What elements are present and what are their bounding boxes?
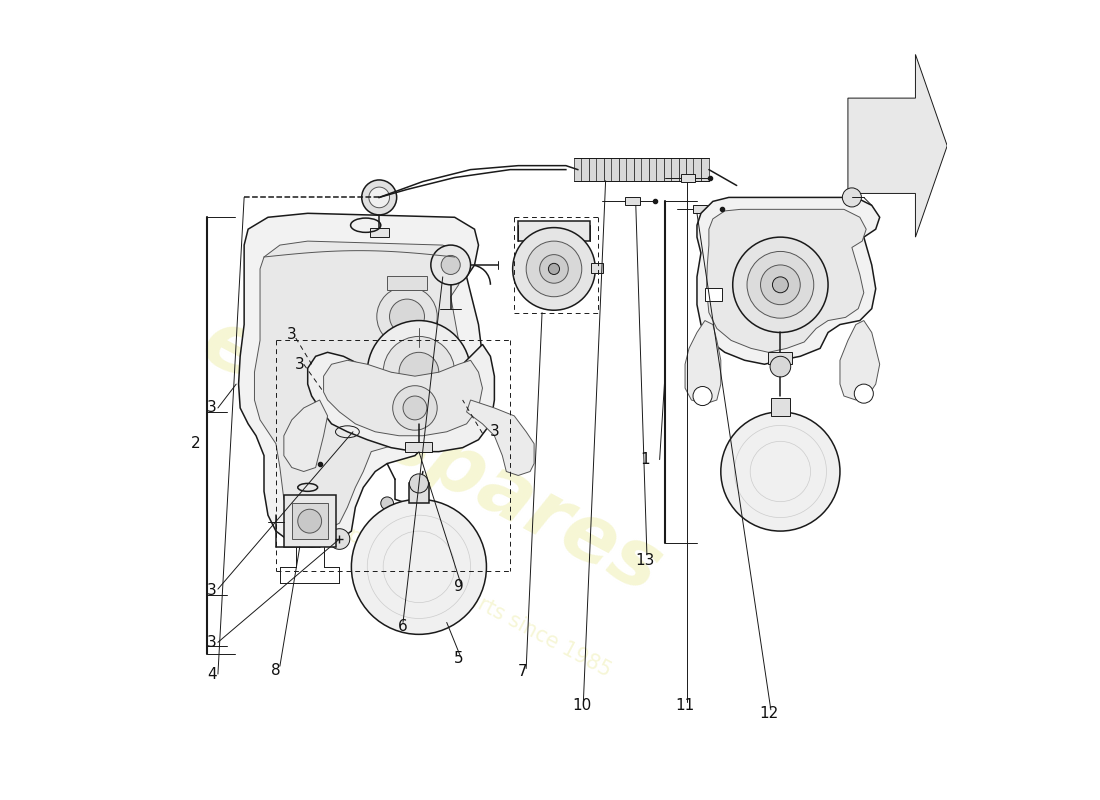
Circle shape — [772, 277, 789, 293]
Text: 11: 11 — [675, 698, 695, 714]
Text: 3: 3 — [287, 327, 297, 342]
Text: 3: 3 — [207, 635, 217, 650]
FancyBboxPatch shape — [701, 158, 708, 181]
Circle shape — [843, 188, 861, 207]
Polygon shape — [840, 321, 880, 400]
Circle shape — [855, 384, 873, 403]
Text: 5: 5 — [454, 650, 463, 666]
Text: eurospares: eurospares — [188, 302, 674, 610]
FancyBboxPatch shape — [681, 174, 695, 182]
Polygon shape — [323, 360, 483, 436]
Polygon shape — [697, 198, 880, 364]
Polygon shape — [308, 344, 494, 452]
Polygon shape — [239, 214, 483, 547]
FancyBboxPatch shape — [370, 228, 388, 237]
FancyBboxPatch shape — [588, 158, 596, 181]
Circle shape — [329, 529, 350, 550]
Text: 4: 4 — [207, 666, 217, 682]
FancyBboxPatch shape — [705, 288, 723, 301]
FancyBboxPatch shape — [634, 158, 641, 181]
Circle shape — [549, 263, 560, 274]
Circle shape — [770, 356, 791, 377]
Circle shape — [693, 386, 712, 406]
Text: 2: 2 — [191, 436, 200, 451]
FancyBboxPatch shape — [574, 158, 582, 181]
FancyBboxPatch shape — [656, 158, 664, 181]
FancyBboxPatch shape — [626, 158, 634, 181]
Circle shape — [351, 499, 486, 634]
Circle shape — [747, 251, 814, 318]
Circle shape — [367, 321, 471, 424]
FancyBboxPatch shape — [292, 503, 328, 539]
Circle shape — [733, 237, 828, 333]
Text: 3: 3 — [207, 401, 217, 415]
Text: 1: 1 — [640, 452, 650, 467]
Circle shape — [513, 228, 595, 310]
Text: 10: 10 — [572, 698, 592, 714]
Polygon shape — [685, 321, 720, 404]
FancyBboxPatch shape — [693, 158, 702, 181]
Text: 3: 3 — [490, 424, 499, 439]
FancyBboxPatch shape — [686, 158, 694, 181]
FancyBboxPatch shape — [618, 158, 627, 181]
FancyBboxPatch shape — [596, 158, 604, 181]
FancyBboxPatch shape — [641, 158, 649, 181]
Text: 6: 6 — [398, 619, 408, 634]
Circle shape — [362, 180, 397, 215]
Circle shape — [526, 241, 582, 297]
Polygon shape — [284, 400, 328, 471]
Circle shape — [760, 265, 801, 305]
FancyBboxPatch shape — [679, 158, 686, 181]
FancyBboxPatch shape — [406, 442, 432, 452]
Polygon shape — [848, 54, 947, 237]
Circle shape — [431, 245, 471, 285]
Text: 3: 3 — [295, 357, 305, 372]
FancyBboxPatch shape — [612, 158, 619, 181]
FancyBboxPatch shape — [604, 158, 612, 181]
Text: 7: 7 — [517, 664, 527, 679]
FancyBboxPatch shape — [693, 206, 707, 214]
FancyBboxPatch shape — [387, 276, 427, 290]
Text: 12: 12 — [759, 706, 778, 722]
Text: a passion for parts since 1985: a passion for parts since 1985 — [327, 516, 614, 682]
FancyBboxPatch shape — [581, 158, 590, 181]
Text: 3: 3 — [207, 583, 217, 598]
Circle shape — [389, 299, 425, 334]
Circle shape — [540, 254, 569, 283]
Circle shape — [393, 386, 437, 430]
Circle shape — [399, 352, 439, 392]
FancyBboxPatch shape — [649, 158, 657, 181]
FancyBboxPatch shape — [771, 398, 790, 416]
FancyBboxPatch shape — [518, 222, 590, 241]
FancyBboxPatch shape — [592, 263, 603, 273]
FancyBboxPatch shape — [626, 198, 640, 206]
Circle shape — [409, 474, 429, 493]
FancyBboxPatch shape — [769, 352, 792, 364]
Text: 13: 13 — [636, 553, 654, 568]
Circle shape — [403, 396, 427, 420]
Circle shape — [720, 412, 840, 531]
Circle shape — [377, 286, 437, 346]
FancyBboxPatch shape — [671, 158, 679, 181]
Circle shape — [298, 510, 321, 533]
Circle shape — [383, 337, 454, 408]
Circle shape — [441, 255, 460, 274]
Polygon shape — [254, 241, 463, 531]
Circle shape — [381, 497, 394, 510]
Polygon shape — [466, 400, 535, 475]
Circle shape — [368, 187, 389, 208]
Text: 8: 8 — [271, 662, 281, 678]
FancyBboxPatch shape — [663, 158, 671, 181]
Text: 9: 9 — [454, 579, 463, 594]
Polygon shape — [706, 210, 866, 352]
FancyBboxPatch shape — [408, 483, 429, 503]
FancyBboxPatch shape — [284, 495, 336, 547]
